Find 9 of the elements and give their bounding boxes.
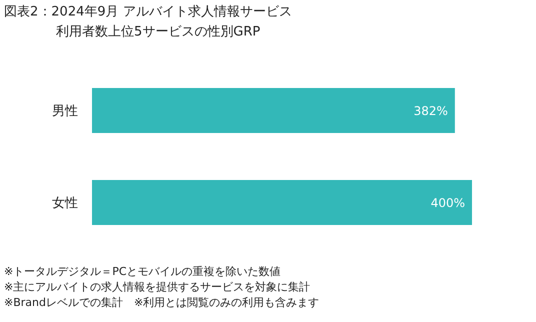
text: ※主にアルバイトの求人情報を提供するサービスを対象に集計: [4, 280, 310, 294]
chart-subtitle: 利用者数上位5サービスの性別GRP: [56, 24, 260, 40]
text: ※トータルデジタル＝PCとモバイルの重複を除いた数値: [4, 265, 281, 278]
text: ※Brandレベルでの集計 ※利用とは閲覧のみの利用も含みます: [4, 296, 320, 310]
y-tick-label: 男性: [52, 104, 78, 120]
data-label: 382%: [414, 104, 448, 118]
data-label: 400%: [430, 196, 465, 210]
y-tick-label: 女性: [52, 196, 78, 212]
chart-title: 図表2：2024年9月 アルバイト求人情報サービス: [4, 4, 292, 20]
